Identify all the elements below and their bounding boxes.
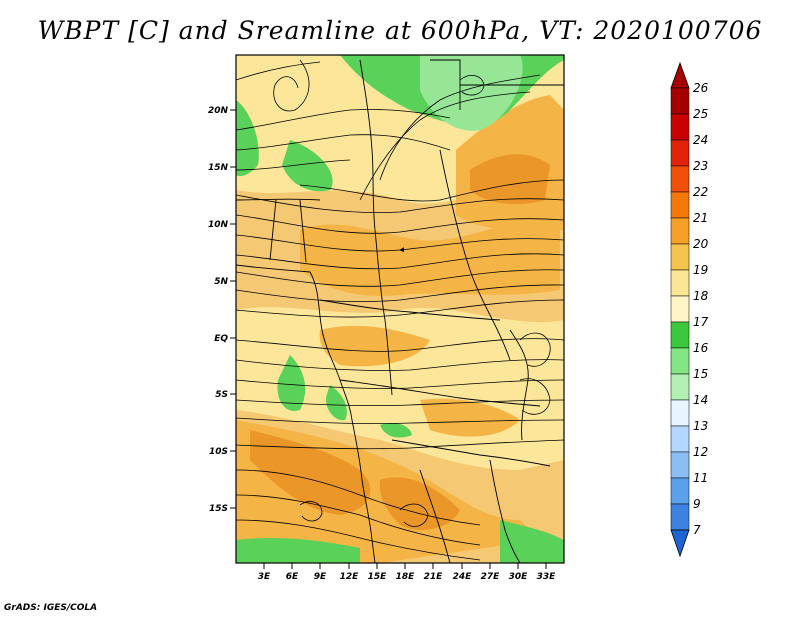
colorbar: 26 25 24 23 22 21 20 19 18 17 16 15 14 1… [670, 61, 709, 558]
lat-label: 5N [214, 277, 228, 287]
country-borders [236, 59, 564, 563]
lon-label: 33E [537, 572, 557, 582]
lon-label: 18E [396, 572, 416, 582]
colorbar-label: 17 [693, 315, 709, 329]
colorbar-label: 25 [693, 107, 708, 121]
lon-label: 27E [481, 572, 501, 582]
colorbar-swatch [670, 191, 690, 219]
colorbar-swatch [670, 295, 690, 323]
latitude-axis: 20N 15N 10N 5N EQ 5S 10S 15S [208, 106, 236, 514]
colorbar-swatch [670, 503, 690, 531]
wbpt-field [236, 55, 564, 563]
colorbar-swatch [670, 165, 690, 193]
lat-label: 10N [208, 220, 229, 230]
colorbar-swatch [670, 373, 690, 401]
lon-label: 9E [314, 572, 327, 582]
colorbar-swatch [670, 425, 690, 453]
colorbar-label: 13 [693, 419, 708, 433]
colorbar-swatch [670, 217, 690, 245]
lon-label: 21E [424, 572, 444, 582]
lat-label: 5S [215, 390, 228, 400]
lon-label: 24E [453, 572, 473, 582]
colorbar-label: 26 [693, 81, 709, 95]
colorbar-label: 9 [693, 497, 701, 511]
colorbar-top-arrow [670, 61, 690, 89]
longitude-axis: 3E 6E 9E 12E 15E 18E 21E 24E 27E 30E 33E [258, 563, 556, 582]
lat-label: 15N [208, 163, 229, 173]
lon-label: 12E [340, 572, 360, 582]
colorbar-label: 11 [693, 471, 708, 485]
map-frame [235, 54, 565, 564]
lat-label: 10S [209, 447, 228, 457]
colorbar-swatch [670, 269, 690, 297]
lon-label: 3E [258, 572, 271, 582]
lon-label: 30E [509, 572, 529, 582]
lat-label: EQ [214, 334, 228, 344]
colorbar-swatch [670, 139, 690, 167]
colorbar-label: 19 [693, 263, 708, 277]
colorbar-label: 15 [693, 367, 708, 381]
colorbar-label: 21 [693, 211, 708, 225]
colorbar-label: 14 [693, 393, 708, 407]
colorbar-bottom-arrow [670, 529, 690, 558]
lon-label: 15E [368, 572, 388, 582]
colorbar-swatch [670, 243, 690, 271]
colorbar-label: 20 [693, 237, 709, 251]
colorbar-swatch [670, 399, 690, 427]
colorbar-swatch [670, 87, 690, 115]
colorbar-swatch [670, 321, 690, 349]
grads-credit: GrADS: IGES/COLA [4, 603, 98, 613]
lat-label: 15S [209, 504, 228, 514]
colorbar-label: 24 [693, 133, 708, 147]
colorbar-label: 12 [693, 445, 708, 459]
lon-label: 6E [286, 572, 299, 582]
colorbar-swatch [670, 451, 690, 479]
chart-title: WBPT [C] and Sreamline at 600hPa, VT: 20… [37, 16, 763, 45]
colorbar-swatch [670, 347, 690, 375]
lat-label: 20N [208, 106, 229, 116]
colorbar-label: 16 [693, 341, 709, 355]
colorbar-label: 7 [693, 523, 701, 537]
colorbar-label: 18 [693, 289, 709, 303]
colorbar-swatch [670, 113, 690, 141]
colorbar-swatch [670, 477, 690, 505]
colorbar-label: 22 [693, 185, 708, 199]
colorbar-label: 23 [693, 159, 708, 173]
